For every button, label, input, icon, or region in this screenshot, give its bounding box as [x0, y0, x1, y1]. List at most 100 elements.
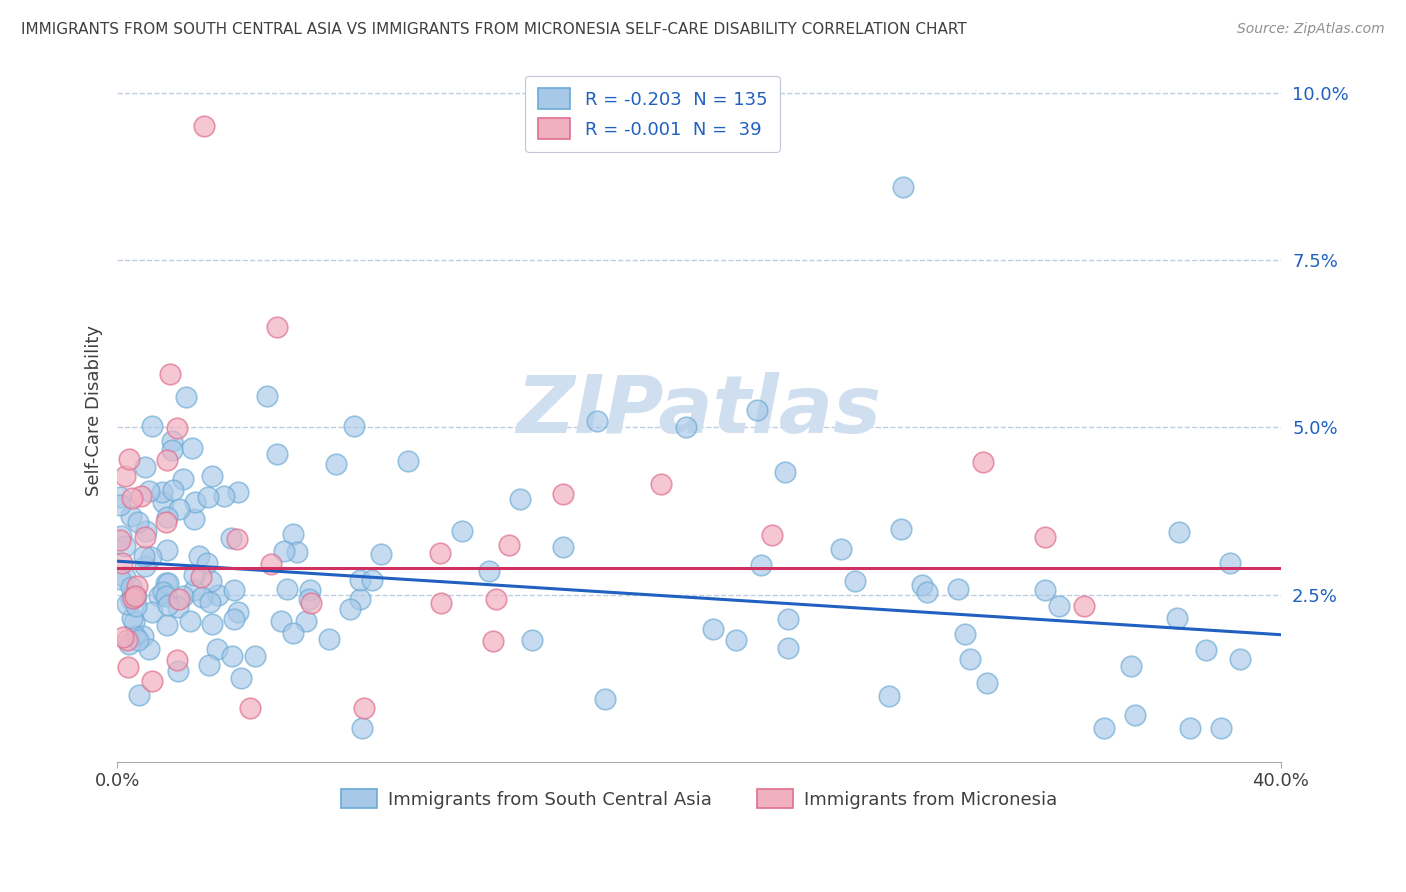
Point: [190, 570, 212, 584]
Legend: Immigrants from South Central Asia, Immigrants from Micronesia: Immigrants from South Central Asia, Immi…: [333, 782, 1064, 816]
Point: [127, 516, 149, 530]
Point: [148, 589, 170, 603]
Point: [339, 602, 361, 616]
Point: [226, 605, 249, 619]
Point: [108, 533, 131, 547]
Point: [239, 701, 262, 715]
Point: [124, 589, 146, 603]
Point: [120, 592, 142, 607]
Point: [122, 591, 145, 606]
Point: [134, 530, 156, 544]
Point: [134, 549, 156, 564]
Point: [111, 556, 134, 570]
Point: [361, 573, 384, 587]
Point: [198, 595, 221, 609]
Point: [498, 538, 520, 552]
Point: [115, 597, 138, 611]
Point: [946, 582, 969, 597]
Point: [128, 688, 150, 702]
Point: [207, 588, 229, 602]
Point: [911, 578, 934, 592]
Point: [1119, 659, 1142, 673]
Point: [830, 541, 852, 556]
Point: [135, 524, 157, 539]
Point: [156, 576, 179, 591]
Point: [295, 614, 318, 628]
Point: [183, 512, 205, 526]
Point: [478, 564, 501, 578]
Point: [167, 502, 190, 516]
Point: [139, 549, 162, 564]
Point: [155, 575, 177, 590]
Point: [325, 458, 347, 472]
Point: [121, 589, 143, 603]
Point: [224, 582, 246, 597]
Point: [134, 459, 156, 474]
Point: [179, 614, 201, 628]
Point: [198, 657, 221, 672]
Point: [1092, 722, 1115, 736]
Point: [481, 634, 503, 648]
Point: [551, 540, 574, 554]
Point: [430, 596, 453, 610]
Point: [121, 491, 143, 506]
Point: [225, 532, 247, 546]
Point: [141, 605, 163, 619]
Point: [298, 592, 321, 607]
Point: [111, 631, 134, 645]
Point: [172, 589, 194, 603]
Text: IMMIGRANTS FROM SOUTH CENTRAL ASIA VS IMMIGRANTS FROM MICRONESIA SELF-CARE DISAB: IMMIGRANTS FROM SOUTH CENTRAL ASIA VS IM…: [21, 22, 967, 37]
Point: [675, 420, 697, 434]
Point: [761, 528, 783, 542]
Point: [195, 556, 218, 570]
Point: [256, 389, 278, 403]
Point: [125, 590, 148, 604]
Point: [844, 574, 866, 589]
Point: [155, 590, 177, 604]
Point: [114, 569, 136, 583]
Point: [118, 452, 141, 467]
Point: [167, 591, 190, 606]
Point: [593, 692, 616, 706]
Point: [181, 441, 204, 455]
Point: [212, 489, 235, 503]
Point: [114, 469, 136, 483]
Point: [1166, 611, 1188, 625]
Point: [281, 626, 304, 640]
Point: [127, 579, 149, 593]
Y-axis label: Self-Care Disability: Self-Care Disability: [86, 326, 103, 496]
Point: [150, 484, 173, 499]
Point: [156, 542, 179, 557]
Point: [650, 476, 672, 491]
Point: [586, 414, 609, 428]
Point: [160, 434, 183, 448]
Point: [226, 484, 249, 499]
Point: [157, 599, 180, 613]
Point: [221, 648, 243, 663]
Point: [1211, 722, 1233, 736]
Point: [266, 320, 288, 334]
Point: [108, 499, 131, 513]
Point: [167, 664, 190, 678]
Point: [1229, 651, 1251, 665]
Point: [551, 486, 574, 500]
Point: [183, 582, 205, 597]
Point: [890, 522, 912, 536]
Point: [976, 676, 998, 690]
Point: [121, 611, 143, 625]
Point: [1195, 642, 1218, 657]
Point: [200, 574, 222, 588]
Point: [156, 510, 179, 524]
Point: [318, 632, 340, 646]
Point: [877, 689, 900, 703]
Point: [959, 652, 981, 666]
Point: [118, 638, 141, 652]
Point: [224, 612, 246, 626]
Point: [276, 582, 298, 596]
Point: [299, 596, 322, 610]
Point: [972, 455, 994, 469]
Point: [141, 673, 163, 688]
Point: [1035, 583, 1057, 598]
Point: [451, 524, 474, 539]
Point: [152, 585, 174, 599]
